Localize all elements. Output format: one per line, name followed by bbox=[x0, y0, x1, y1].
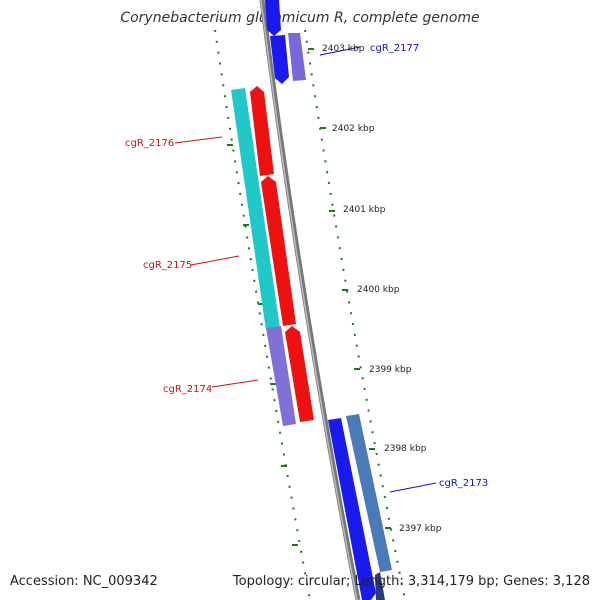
reverse-strand-features bbox=[231, 86, 314, 426]
callout-line-cgR_2173 bbox=[389, 482, 437, 493]
feature-cgR_2177-a[interactable] bbox=[270, 35, 289, 84]
gene-label-cgR_2174[interactable]: cgR_2174 bbox=[163, 384, 212, 395]
kbp-label-2398: 2398 kbp bbox=[384, 444, 427, 454]
callout-line-cgR_2176 bbox=[174, 136, 223, 144]
kbp-label-2397: 2397 kbp bbox=[399, 524, 442, 534]
feature-cgR_2173-cap bbox=[375, 572, 385, 600]
kbp-label-2402: 2402 kbp bbox=[332, 124, 375, 134]
tick-track-left bbox=[214, 29, 311, 600]
feature-cgR_2174[interactable] bbox=[266, 326, 296, 426]
forward-strand-features bbox=[265, 0, 392, 600]
kbp-label-2399: 2399 kbp bbox=[369, 365, 412, 375]
feature-cgR_2173[interactable] bbox=[346, 414, 392, 572]
callout-line-cgR_2175 bbox=[190, 255, 240, 266]
callout-line-cgR_2174 bbox=[211, 379, 259, 388]
feature-red-top[interactable] bbox=[250, 86, 274, 176]
feature-top-arrow[interactable] bbox=[265, 0, 281, 36]
gene-label-cgR_2175[interactable]: cgR_2175 bbox=[143, 260, 192, 271]
tick-track-right bbox=[304, 29, 406, 600]
feature-cgR_2175[interactable] bbox=[261, 176, 296, 326]
kbp-label-2403: 2403 kbp bbox=[322, 44, 365, 54]
feature-forward-cds[interactable] bbox=[328, 418, 376, 600]
genome-backbone bbox=[259, 0, 361, 600]
map-title: Corynebacterium glutamicum R, complete g… bbox=[120, 10, 480, 26]
accession-text: Accession: NC_009342 bbox=[10, 574, 158, 589]
major-ticks bbox=[227, 48, 391, 546]
kbp-labels: 2403 kbp 2402 kbp 2401 kbp 2400 kbp 2399… bbox=[322, 44, 442, 534]
feature-cgR_2177[interactable] bbox=[288, 33, 306, 81]
gene-labels: cgR_2177 cgR_2176 cgR_2175 cgR_2174 cgR_… bbox=[125, 43, 488, 489]
gene-label-cgR_2173[interactable]: cgR_2173 bbox=[439, 478, 488, 489]
callout-line-cgR_2177 bbox=[319, 46, 361, 56]
gene-callouts bbox=[174, 46, 437, 493]
feature-red-bottom[interactable] bbox=[285, 326, 314, 422]
gene-label-cgR_2177[interactable]: cgR_2177 bbox=[370, 43, 419, 54]
kbp-label-2400: 2400 kbp bbox=[357, 285, 400, 295]
genome-stats-text: Topology: circular; Length: 3,314,179 bp… bbox=[232, 574, 590, 589]
kbp-label-2401: 2401 kbp bbox=[343, 205, 386, 215]
gene-label-cgR_2176[interactable]: cgR_2176 bbox=[125, 138, 174, 149]
feature-cgR_2176[interactable] bbox=[231, 88, 280, 330]
